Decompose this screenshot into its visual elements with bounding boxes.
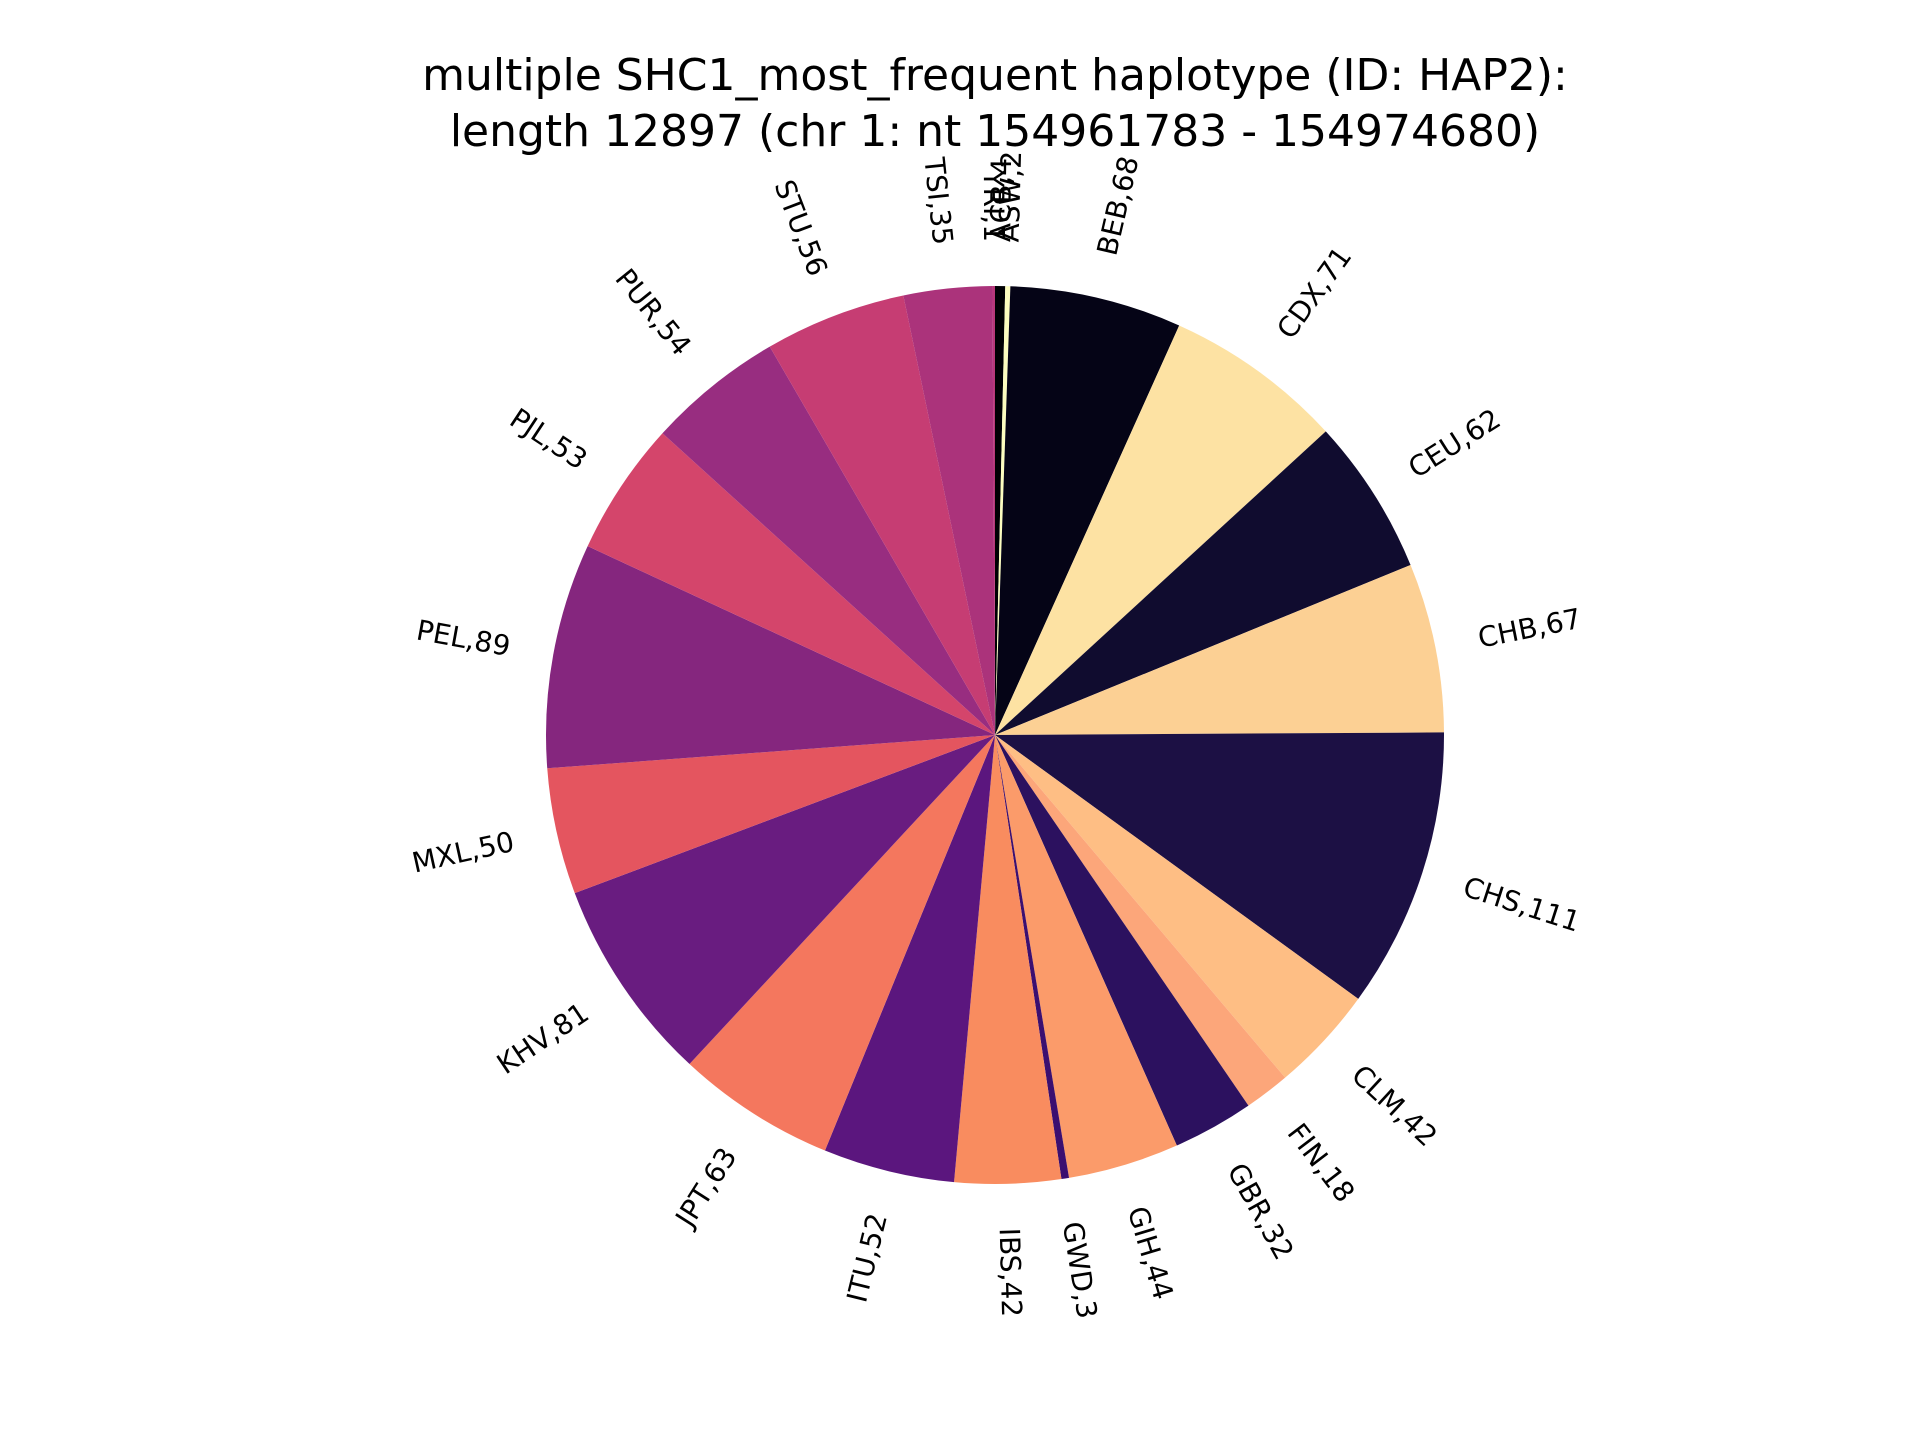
pie-label-ibs: IBS,42: [993, 1227, 1029, 1317]
pie-label-cdx: CDX,71: [1270, 241, 1358, 345]
pie-label-beb: BEB,68: [1091, 153, 1146, 258]
pie-slice-itu: [824, 735, 995, 1183]
pie-label-asw: ASW,2: [993, 150, 1029, 242]
pie-label-jpt: JPT,63: [668, 1142, 744, 1235]
pie-label-itu: ITU,52: [840, 1210, 894, 1306]
pie-label-chs: CHS,111: [1459, 870, 1584, 938]
pie-slice-chb: [995, 564, 1444, 735]
pie-label-tsi: TSI,35: [917, 155, 959, 247]
pie-label-clm: CLM,42: [1345, 1058, 1444, 1153]
pie-slice-asw: [995, 286, 1011, 735]
pie-slice-chs: [995, 732, 1444, 999]
pie-slice-khv: [574, 735, 995, 1065]
pie-slice-acb: [995, 286, 1006, 735]
pie-slice-ibs: [954, 735, 1062, 1184]
chart-title: multiple SHC1_most_frequent haplotype (I…: [0, 48, 1920, 160]
pie-slices: [546, 286, 1444, 1184]
chart-title-line-1: multiple SHC1_most_frequent haplotype (I…: [422, 50, 1568, 101]
pie-label-ceu: CEU,62: [1402, 402, 1506, 485]
pie-slice-jpt: [689, 735, 995, 1151]
pie-slice-beb: [995, 286, 1180, 735]
pie-label-pjl: PJL,53: [504, 402, 593, 477]
pie-label-khv: KHV,81: [491, 996, 595, 1081]
pie-label-pur: PUR,54: [609, 262, 698, 362]
pie-slice-mxl: [547, 735, 995, 894]
pie-label-pel: PEL,89: [414, 614, 513, 663]
pie-slice-pur: [662, 346, 995, 735]
pie-slice-stu: [769, 295, 995, 735]
chart-subtitle-line-2: length 12897 (chr 1: nt 154961783 - 1549…: [449, 106, 1541, 157]
pie-slice-ceu: [995, 431, 1411, 735]
pie-slice-yri: [992, 286, 995, 735]
pie-label-gwd: GWD,3: [1056, 1219, 1104, 1321]
pie-slice-pel: [546, 546, 995, 769]
pie-label-stu: STU,56: [768, 175, 835, 280]
pie-slice-cdx: [995, 325, 1326, 735]
pie-slice-gbr: [995, 735, 1249, 1146]
pie-slice-fin: [995, 735, 1286, 1106]
pie-slice-gwd: [995, 735, 1070, 1180]
pie-slice-gih: [995, 735, 1177, 1178]
pie-label-acb: ACB,4: [984, 158, 1018, 243]
pie-slice-tsi: [903, 286, 995, 735]
pie-label-mxl: MXL,50: [409, 825, 517, 880]
pie-slice-pjl: [587, 433, 995, 735]
pie-label-yri: YRI,1: [977, 169, 1010, 242]
pie-label-gbr: GBR,32: [1221, 1158, 1301, 1266]
pie-label-chb: CHB,67: [1475, 602, 1584, 655]
pie-slice-clm: [995, 735, 1359, 1078]
pie-label-gih: GIH,44: [1121, 1202, 1180, 1303]
pie-label-fin: FIN,18: [1281, 1117, 1362, 1208]
